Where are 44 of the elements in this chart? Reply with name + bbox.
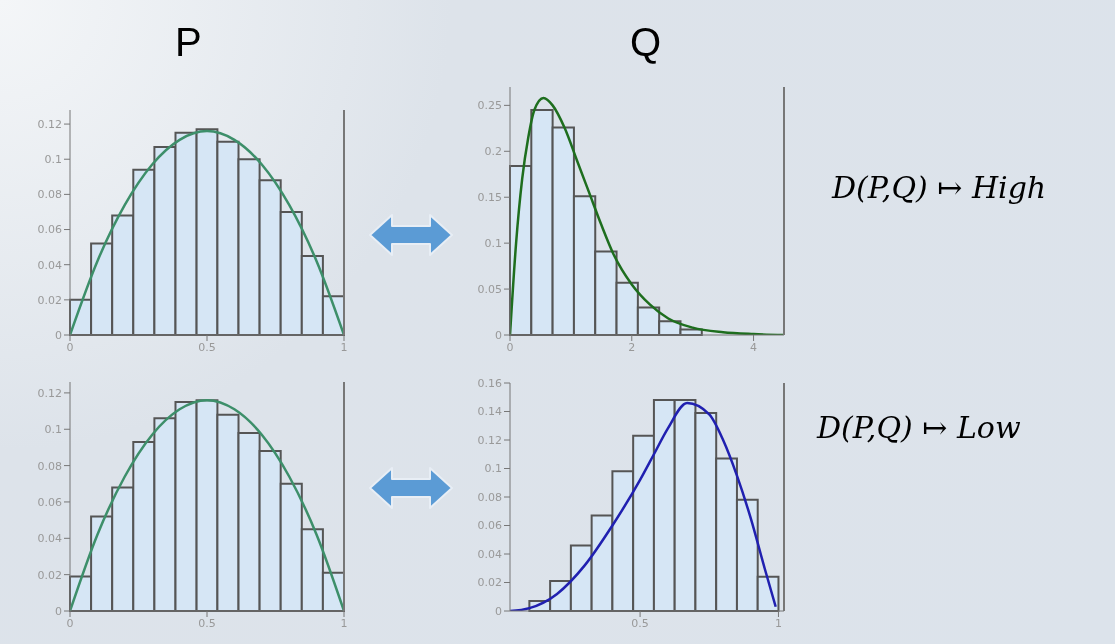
y-tick-label: 0.12 xyxy=(477,433,502,447)
chart-title: Q xyxy=(630,20,662,65)
chart-title: P xyxy=(175,20,202,65)
y-tick-label: 0.25 xyxy=(477,99,502,113)
y-tick-label: 0.08 xyxy=(37,459,62,473)
y-tick-label: 0.1 xyxy=(484,237,502,251)
y-tick-label: 0.14 xyxy=(477,405,502,419)
y-tick-label: 0 xyxy=(55,328,62,342)
y-tick-label: 0.1 xyxy=(44,153,62,167)
y-tick-label: 0.2 xyxy=(484,145,502,159)
x-tick-label: 0.5 xyxy=(631,616,649,630)
y-tick-label: 0 xyxy=(495,604,502,618)
y-tick-label: 0.02 xyxy=(477,576,502,590)
y-tick-label: 0.12 xyxy=(37,117,62,131)
x-tick-label: 1 xyxy=(340,616,348,630)
y-tick-label: 0.04 xyxy=(37,532,62,546)
y-tick-label: 0.16 xyxy=(477,376,502,390)
text: D(P,Q) ↦ Low xyxy=(817,410,1021,445)
x-tick-label: 0.5 xyxy=(198,616,216,630)
y-tick-label: 0.06 xyxy=(477,519,502,533)
x-tick-label: 0 xyxy=(506,340,514,354)
y-tick-label: 0.08 xyxy=(477,490,502,504)
y-tick-label: 0.02 xyxy=(37,568,62,582)
y-tick-label: 0.1 xyxy=(44,423,62,437)
y-tick-label: 0 xyxy=(495,328,502,342)
y-tick-label: 0.06 xyxy=(37,223,62,237)
y-tick-label: 0.06 xyxy=(37,495,62,509)
y-tick-label: 0.1 xyxy=(484,462,502,476)
y-tick-label: 0.05 xyxy=(477,282,502,296)
text: D(P,Q) ↦ High xyxy=(832,170,1047,205)
x-tick-label: 1 xyxy=(340,340,348,354)
y-tick-label: 0.02 xyxy=(37,293,62,307)
x-tick-label: 2 xyxy=(628,340,636,354)
x-tick-label: 1 xyxy=(774,616,782,630)
y-tick-label: 0.04 xyxy=(37,258,62,272)
y-tick-label: 0.15 xyxy=(477,191,502,205)
x-tick-label: 0 xyxy=(66,616,74,630)
y-tick-label: 0.04 xyxy=(477,547,502,561)
x-tick-label: 0 xyxy=(66,340,74,354)
y-tick-label: 0.12 xyxy=(37,386,62,400)
x-tick-label: 4 xyxy=(750,340,758,354)
y-tick-label: 0 xyxy=(55,604,62,618)
x-tick-label: 0.5 xyxy=(198,340,216,354)
y-tick-label: 0.08 xyxy=(37,188,62,202)
